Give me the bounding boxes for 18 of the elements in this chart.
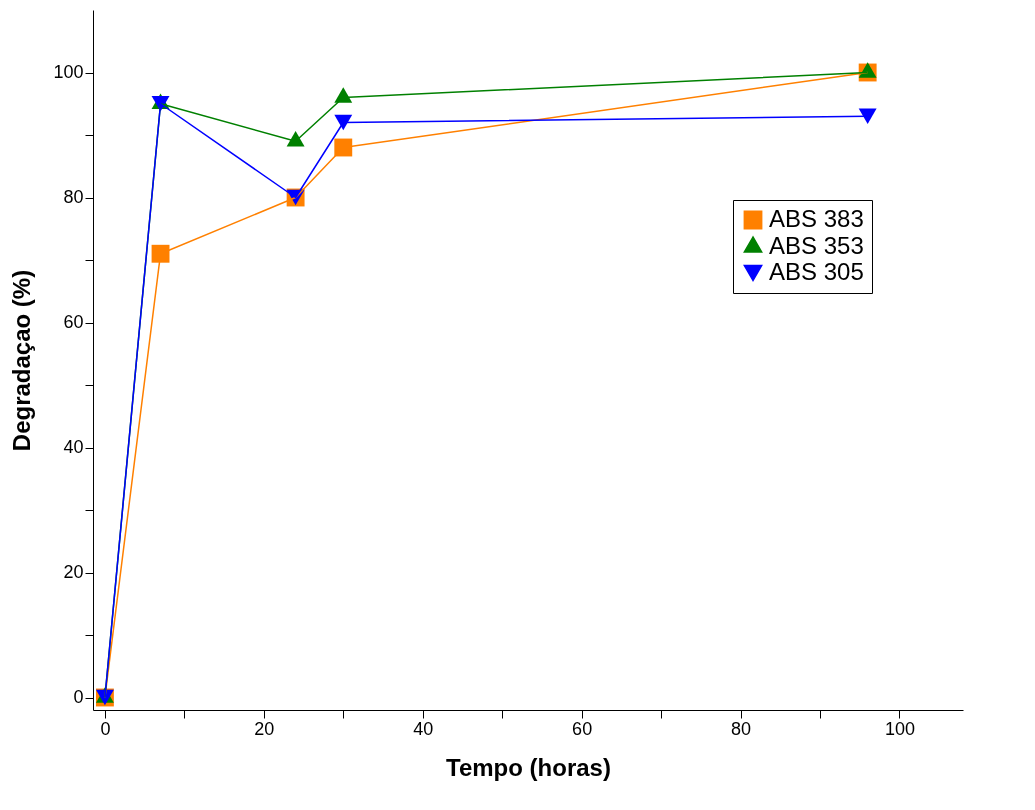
y-tick-label: 80 xyxy=(63,187,84,207)
x-tick-label: 20 xyxy=(254,718,275,739)
y-tick-label: 100 xyxy=(53,62,84,82)
y-axis-title: Degradaçao (%) xyxy=(8,269,36,452)
x-tick-label: 60 xyxy=(572,718,593,739)
y-tick-label: 20 xyxy=(63,562,84,582)
point xyxy=(858,108,877,124)
y-tick-label: 60 xyxy=(63,312,84,332)
x-tick-label: 40 xyxy=(413,718,434,739)
y-tick-label: 40 xyxy=(63,437,84,457)
x-tick-label: 100 xyxy=(884,718,915,739)
x-axis-title: Tempo (horas) xyxy=(446,753,611,781)
legend-label: ABS 383 xyxy=(769,205,864,232)
x-tick-label: 80 xyxy=(731,718,752,739)
legend-label: ABS 353 xyxy=(769,232,864,259)
legend-label: ABS 305 xyxy=(769,258,864,285)
y-tick-label: 0 xyxy=(73,687,84,707)
x-tick-label: 0 xyxy=(100,718,111,739)
